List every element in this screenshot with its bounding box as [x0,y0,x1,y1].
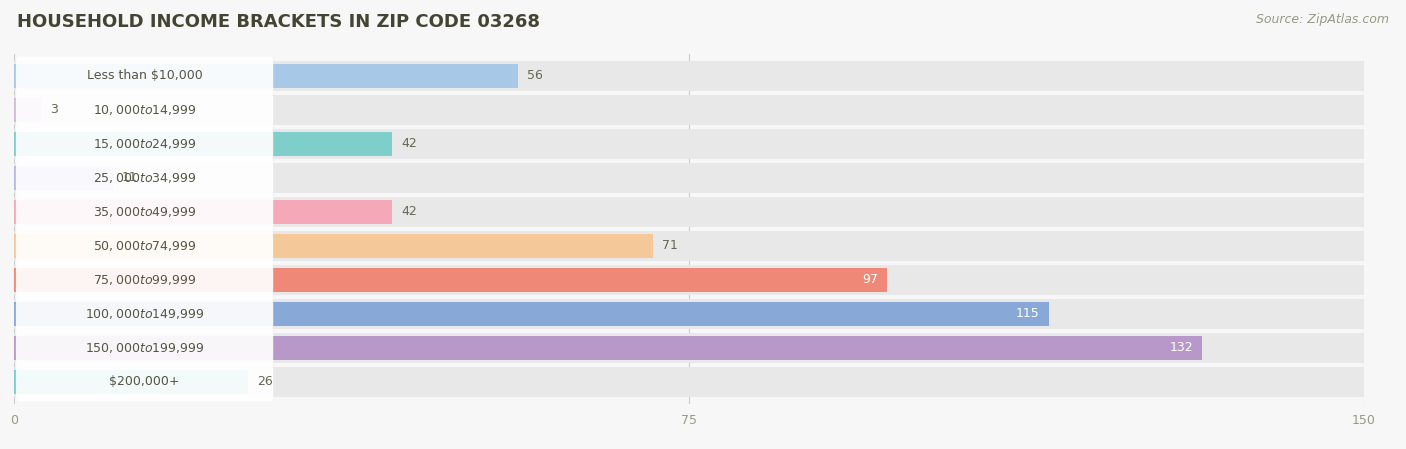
FancyBboxPatch shape [15,362,273,401]
Bar [14,302,1049,326]
Text: 115: 115 [1017,308,1040,321]
Text: $200,000+: $200,000+ [110,375,180,388]
FancyBboxPatch shape [15,91,273,129]
Text: Source: ZipAtlas.com: Source: ZipAtlas.com [1256,13,1389,26]
Bar [14,265,1364,295]
Text: 97: 97 [862,273,877,286]
Bar [14,231,1364,261]
Text: $75,000 to $99,999: $75,000 to $99,999 [93,273,197,287]
FancyBboxPatch shape [15,329,273,367]
Bar [14,268,887,292]
Bar [14,61,1364,91]
FancyBboxPatch shape [15,295,273,334]
Text: $35,000 to $49,999: $35,000 to $49,999 [93,205,197,219]
Text: $10,000 to $14,999: $10,000 to $14,999 [93,103,197,117]
Bar [14,132,392,156]
Bar [14,333,1364,363]
Bar [14,234,652,258]
Text: 26: 26 [257,375,273,388]
Bar [14,64,517,88]
Bar [14,163,1364,193]
Bar [14,336,1202,360]
Text: 3: 3 [51,103,58,116]
Bar [14,370,247,394]
Bar [14,166,112,190]
Text: 42: 42 [401,137,416,150]
Bar [14,98,41,122]
Bar [14,367,1364,397]
Text: HOUSEHOLD INCOME BRACKETS IN ZIP CODE 03268: HOUSEHOLD INCOME BRACKETS IN ZIP CODE 03… [17,13,540,31]
Bar [14,200,392,224]
Text: 71: 71 [662,239,678,252]
FancyBboxPatch shape [15,260,273,299]
Text: $50,000 to $74,999: $50,000 to $74,999 [93,239,197,253]
FancyBboxPatch shape [15,158,273,198]
Bar [14,95,1364,125]
Text: Less than $10,000: Less than $10,000 [87,70,202,83]
Text: 132: 132 [1170,342,1192,355]
FancyBboxPatch shape [15,193,273,232]
Text: $25,000 to $34,999: $25,000 to $34,999 [93,171,197,185]
FancyBboxPatch shape [15,57,273,96]
Bar [14,129,1364,159]
Text: $150,000 to $199,999: $150,000 to $199,999 [84,341,204,355]
FancyBboxPatch shape [15,124,273,163]
Text: 11: 11 [122,172,138,185]
Bar [14,197,1364,227]
FancyBboxPatch shape [15,226,273,265]
Text: $100,000 to $149,999: $100,000 to $149,999 [84,307,204,321]
Text: $15,000 to $24,999: $15,000 to $24,999 [93,137,197,151]
Text: 42: 42 [401,206,416,219]
Text: 56: 56 [527,70,543,83]
Bar [14,299,1364,329]
